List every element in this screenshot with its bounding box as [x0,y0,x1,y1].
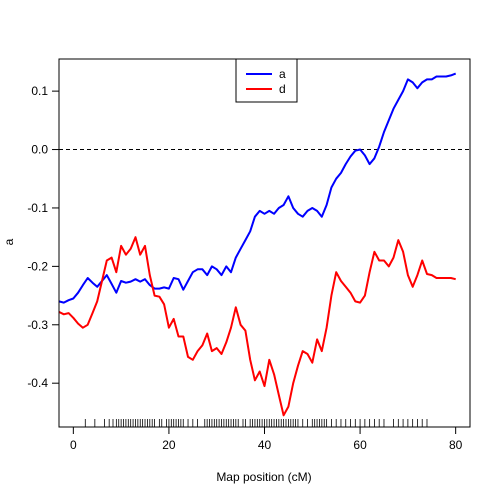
legend-box [235,58,298,103]
x-tick-label: 0 [70,438,77,452]
y-tick-label: 0.0 [31,143,48,157]
y-axis-label: a [2,238,16,245]
plot-frame [58,58,471,428]
series-line-d [58,236,456,417]
y-tick-label: -0.3 [27,318,48,332]
x-axis-label: Map position (cM) [216,470,311,484]
x-tick-label: 20 [162,438,176,452]
y-tick-label: -0.1 [27,201,48,215]
x-tick-label: 40 [258,438,272,452]
y-tick-label: -0.4 [27,376,48,390]
x-tick-label: 80 [449,438,463,452]
y-tick-label: 0.1 [31,84,48,98]
x-tick-label: 60 [353,438,367,452]
legend-label-d: d [279,82,286,96]
series-line-a [58,72,457,304]
y-tick-label: -0.2 [27,259,48,273]
plot-area: 0 20 40 60 80 0.1 0.0 -0.1 -0.2 -0.3 -0.4 ad [27,58,471,452]
legend-label-a: a [279,67,286,81]
